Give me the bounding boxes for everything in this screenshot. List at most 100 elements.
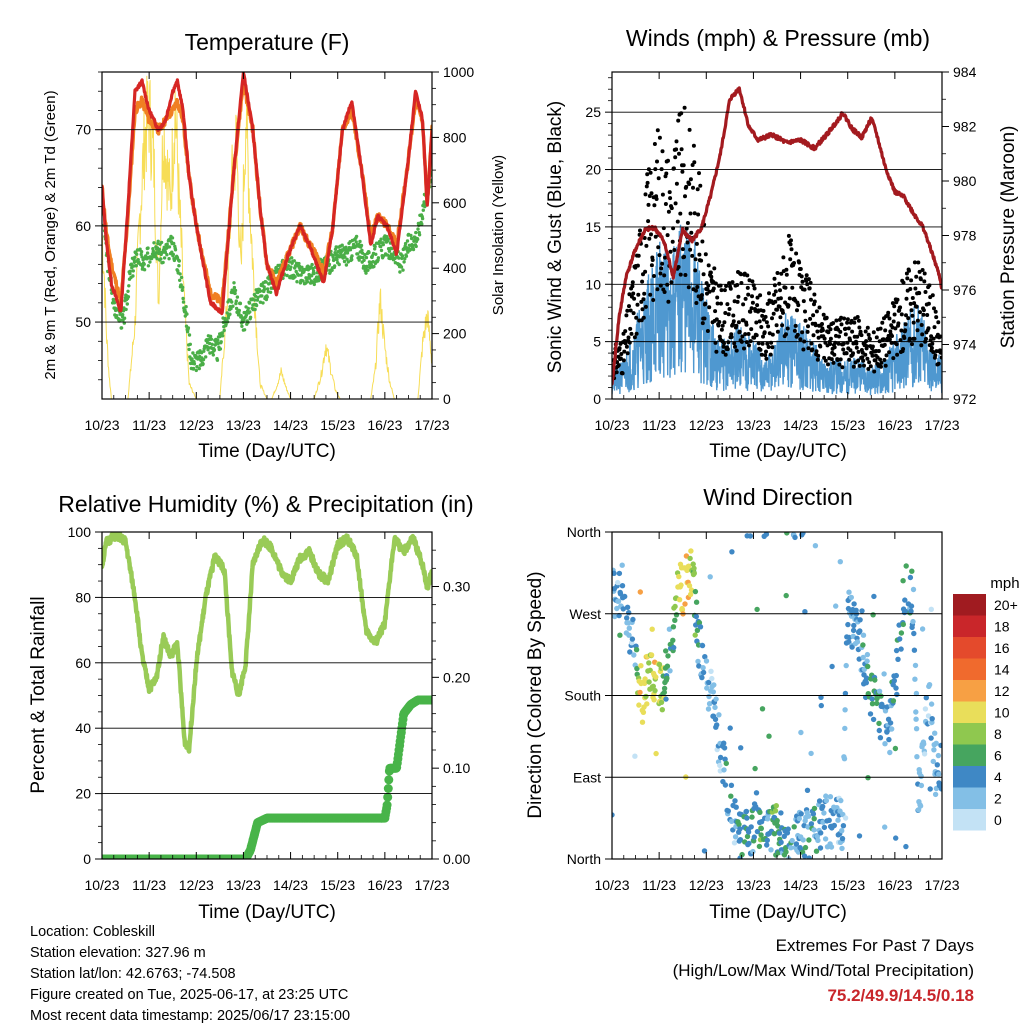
dewpoint-point bbox=[208, 334, 213, 338]
dewpoint-point bbox=[218, 347, 223, 351]
gust-point bbox=[778, 296, 783, 301]
gust-point bbox=[642, 291, 647, 296]
direction-point bbox=[822, 836, 829, 842]
gust-point bbox=[861, 358, 866, 363]
gust-point bbox=[784, 267, 789, 272]
wind-line bbox=[612, 224, 942, 396]
gust-point bbox=[815, 357, 820, 362]
gust-point bbox=[754, 333, 759, 338]
gust-point bbox=[778, 315, 783, 320]
dewpoint-point bbox=[126, 295, 131, 299]
x-tick-label: 12/23 bbox=[179, 877, 214, 893]
gust-point bbox=[676, 118, 681, 123]
gust-point bbox=[912, 336, 917, 341]
gust-point bbox=[655, 159, 659, 164]
direction-point bbox=[778, 810, 784, 816]
gust-point bbox=[796, 303, 801, 308]
direction-point bbox=[711, 682, 717, 688]
y-right-tick-label: 982 bbox=[953, 119, 977, 135]
gust-point bbox=[728, 286, 733, 291]
direction-point bbox=[637, 689, 643, 696]
gust-point bbox=[749, 327, 754, 332]
gust-point bbox=[820, 328, 825, 333]
dewpoint-point bbox=[297, 261, 301, 266]
y-tick-label: North bbox=[567, 851, 601, 867]
gust-point bbox=[761, 308, 766, 313]
dewpoint-point bbox=[177, 264, 181, 268]
gust-point bbox=[886, 310, 891, 315]
dewpoint-point bbox=[134, 264, 138, 268]
direction-point bbox=[913, 716, 919, 722]
direction-point bbox=[717, 754, 724, 761]
direction-point bbox=[931, 747, 937, 753]
direction-point bbox=[843, 662, 849, 669]
gust-point bbox=[864, 339, 869, 344]
gust-point bbox=[691, 185, 695, 190]
direction-point bbox=[615, 598, 622, 604]
gust-point bbox=[834, 333, 838, 338]
dewpoint-point bbox=[124, 307, 128, 312]
dewpoint-point bbox=[167, 245, 172, 249]
dewpoint-point bbox=[260, 294, 264, 298]
legend-label: 6 bbox=[994, 747, 1002, 763]
gust-point bbox=[803, 309, 807, 314]
direction-point bbox=[917, 803, 924, 809]
direction-point bbox=[641, 680, 648, 686]
gust-point bbox=[719, 288, 724, 293]
y-right-tick-label: 0.10 bbox=[443, 760, 470, 776]
direction-point bbox=[860, 654, 866, 661]
direction-point bbox=[748, 824, 754, 830]
gust-point bbox=[902, 336, 907, 340]
x-tick-label: 16/23 bbox=[367, 877, 402, 893]
gust-point bbox=[844, 351, 849, 356]
direction-point bbox=[846, 589, 852, 595]
gust-point bbox=[814, 309, 819, 314]
gust-point bbox=[786, 233, 791, 238]
direction-point bbox=[882, 741, 888, 747]
info-created: Figure created on Tue, 2025-06-17, at 23… bbox=[30, 987, 349, 1003]
direction-point bbox=[876, 720, 882, 727]
gust-point bbox=[621, 358, 626, 363]
dewpoint-point bbox=[192, 362, 197, 366]
gust-point bbox=[631, 311, 636, 316]
gust-point bbox=[743, 332, 748, 337]
dewpoint-point bbox=[146, 264, 151, 268]
dewpoint-point bbox=[201, 362, 205, 366]
gust-point bbox=[648, 292, 653, 297]
gust-point bbox=[731, 313, 736, 318]
gust-point bbox=[789, 238, 793, 243]
dewpoint-point bbox=[409, 233, 413, 238]
dewpoint-point bbox=[165, 242, 169, 246]
gust-point bbox=[831, 360, 836, 365]
direction-point bbox=[811, 816, 817, 822]
gust-point bbox=[918, 277, 923, 282]
y-tick-label: 40 bbox=[75, 720, 91, 736]
gust-point bbox=[865, 325, 870, 330]
dewpoint-point bbox=[142, 268, 147, 272]
gust-point bbox=[890, 334, 894, 338]
gust-point bbox=[636, 292, 641, 297]
dewpoint-point bbox=[216, 338, 220, 342]
gust-point bbox=[693, 268, 698, 273]
legend-swatch bbox=[953, 701, 986, 723]
gust-point bbox=[714, 349, 719, 354]
direction-point bbox=[667, 668, 673, 674]
gust-point bbox=[664, 171, 669, 176]
gust-point bbox=[734, 348, 739, 353]
gust-point bbox=[746, 332, 751, 336]
gust-point bbox=[680, 169, 685, 174]
gust-point bbox=[836, 341, 841, 346]
gust-point bbox=[755, 295, 760, 300]
dewpoint-point bbox=[237, 308, 241, 313]
dewpoint-point bbox=[159, 240, 164, 245]
gust-point bbox=[732, 299, 737, 304]
wind-ylabel-left: Sonic Wind & Gust (Blue, Black) bbox=[545, 101, 566, 373]
gust-point bbox=[852, 320, 857, 325]
direction-point bbox=[870, 716, 877, 723]
gust-point bbox=[763, 353, 768, 358]
gust-point bbox=[828, 342, 833, 346]
gust-point bbox=[928, 338, 933, 343]
gust-point bbox=[887, 337, 892, 342]
gust-point bbox=[645, 172, 650, 177]
